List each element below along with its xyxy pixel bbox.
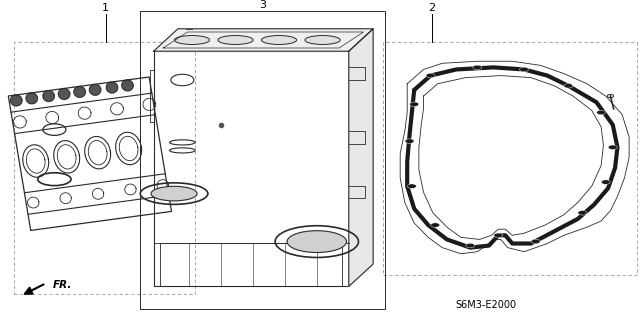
Ellipse shape (287, 231, 347, 252)
Ellipse shape (174, 36, 210, 44)
Text: FR.: FR. (53, 280, 72, 291)
Circle shape (473, 65, 482, 70)
Polygon shape (26, 93, 37, 104)
Polygon shape (122, 80, 133, 91)
Polygon shape (106, 82, 118, 93)
Text: 2: 2 (428, 3, 436, 13)
Bar (140, 11, 385, 309)
Circle shape (426, 73, 435, 78)
Ellipse shape (305, 36, 340, 44)
Circle shape (608, 145, 617, 149)
Ellipse shape (262, 36, 297, 44)
Text: 1: 1 (102, 3, 109, 13)
Circle shape (408, 184, 417, 188)
Text: 3: 3 (259, 0, 266, 10)
Bar (383, 42, 637, 275)
Circle shape (494, 233, 503, 237)
Polygon shape (43, 91, 54, 101)
Polygon shape (11, 95, 22, 106)
Polygon shape (349, 29, 373, 286)
Ellipse shape (151, 186, 197, 201)
Bar (14, 42, 195, 294)
Circle shape (466, 243, 475, 248)
Circle shape (602, 180, 611, 184)
Circle shape (531, 239, 540, 244)
Ellipse shape (218, 36, 253, 44)
Circle shape (578, 211, 587, 215)
Circle shape (564, 84, 573, 88)
Circle shape (596, 110, 605, 115)
Text: S6M3-E2000: S6M3-E2000 (456, 300, 517, 310)
Circle shape (410, 102, 419, 107)
Polygon shape (74, 86, 85, 97)
Circle shape (520, 67, 529, 72)
Polygon shape (58, 89, 70, 100)
Polygon shape (90, 84, 100, 95)
Circle shape (405, 139, 414, 143)
Polygon shape (154, 29, 373, 51)
Circle shape (431, 223, 440, 227)
